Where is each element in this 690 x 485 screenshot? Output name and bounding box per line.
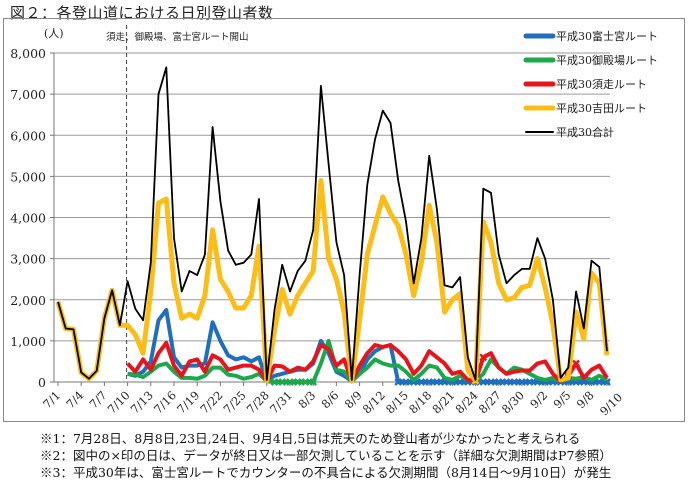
footnote-3: ※3：平成30年は、富士宮ルートでカウンターの不具合による欠測期間（8月14日～… <box>40 465 612 480</box>
x-tick-label: 8/3 <box>295 388 318 411</box>
x-tick-label: 7/1 <box>40 388 63 411</box>
x-tick-label: 7/22 <box>197 388 225 416</box>
series-line-total <box>57 66 608 381</box>
missing-marker <box>525 378 534 386</box>
opening-annotation: 須走、御殿場、富士宮ルート開山 <box>106 31 249 43</box>
missing-marker <box>270 378 279 386</box>
y-tick-label: 4,000 <box>10 211 46 226</box>
missing-marker <box>572 359 580 368</box>
legend-label: 平成30須走ルート <box>556 78 647 91</box>
legend-label: 平成30御殿場ルート <box>556 53 658 67</box>
y-tick-label: 3,000 <box>10 252 46 267</box>
x-tick-label: 8/30 <box>499 388 527 416</box>
footnote-1: ※1：7月28日、8月8日,23日,24日、9月4日,5日は荒天のため登山者が少… <box>40 431 581 446</box>
y-tick-label: 6,000 <box>10 128 46 143</box>
y-tick-label: 0 <box>38 375 46 390</box>
missing-marker <box>433 378 441 386</box>
x-tick-label: 8/18 <box>406 388 434 416</box>
missing-marker <box>510 378 519 386</box>
x-tick-label: 8/12 <box>360 388 388 416</box>
missing-marker <box>579 378 588 386</box>
y-axis-unit: (人) <box>44 27 64 40</box>
x-tick-label: 7/25 <box>221 388 249 416</box>
missing-marker <box>595 378 604 386</box>
missing-marker <box>425 378 434 386</box>
y-tick-label: 8,000 <box>10 46 46 61</box>
x-tick-label: 8/15 <box>383 388 411 416</box>
legend-label: 平成30富士宮ルート <box>556 29 658 43</box>
x-tick-label: 9/5 <box>550 388 573 411</box>
missing-marker <box>487 378 495 386</box>
missing-marker <box>278 378 287 386</box>
missing-marker <box>301 378 310 386</box>
x-tick-label: 8/21 <box>429 388 457 416</box>
x-tick-label: 7/4 <box>63 388 86 411</box>
missing-marker <box>286 378 294 386</box>
series-line-yoshida <box>55 178 610 384</box>
x-tick-label: 8/24 <box>453 388 481 416</box>
missing-marker <box>518 378 526 386</box>
legend-label: 平成30合計 <box>556 125 614 139</box>
missing-marker <box>402 378 410 386</box>
x-tick-label: 9/10 <box>597 390 625 418</box>
missing-marker <box>394 378 403 386</box>
x-tick-label: 8/27 <box>476 388 504 416</box>
series-line-fujinomiya <box>127 308 607 384</box>
x-tick-label: 9/8 <box>574 388 597 411</box>
x-tick-label: 8/6 <box>318 388 341 411</box>
missing-marker <box>502 378 511 386</box>
footnotes: ※1：7月28日、8月8日,23日,24日、9月4日,5日は荒天のため登山者が少… <box>40 430 612 481</box>
figure-title: 図２：各登山道における日別登山者数 <box>10 4 274 22</box>
y-tick-label: 1,000 <box>10 334 46 349</box>
missing-marker <box>479 378 488 386</box>
x-tick-label: 7/31 <box>267 388 295 416</box>
missing-marker <box>494 378 503 386</box>
missing-marker <box>417 378 426 386</box>
x-tick-label: 7/19 <box>174 388 202 416</box>
y-tick-label: 5,000 <box>10 169 46 184</box>
missing-marker <box>293 378 302 386</box>
chart-frame <box>3 18 685 422</box>
footnote-2: ※2：図中の×印の日は、データが終日又は一部欠測していることを示す（詳細な欠測期… <box>40 448 612 463</box>
x-tick-label: 7/13 <box>128 388 156 416</box>
x-tick-label: 7/28 <box>244 388 272 416</box>
line-chart: 0 1,000 2,000 3,000 4,000 5,000 6,000 7,000 8,00… <box>10 25 658 418</box>
y-tick-label: 7,000 <box>10 87 46 102</box>
series-line-subashiri <box>126 340 609 384</box>
missing-marker <box>309 378 318 386</box>
x-tick-label: 7/16 <box>151 388 179 416</box>
missing-marker <box>479 353 488 362</box>
x-tick-label: 9/2 <box>527 388 550 411</box>
legend-label: 平成30吉田ルート <box>556 102 647 115</box>
missing-marker <box>456 378 464 386</box>
y-tick-label: 2,000 <box>10 293 46 308</box>
x-tick-label: 7/10 <box>105 388 133 416</box>
